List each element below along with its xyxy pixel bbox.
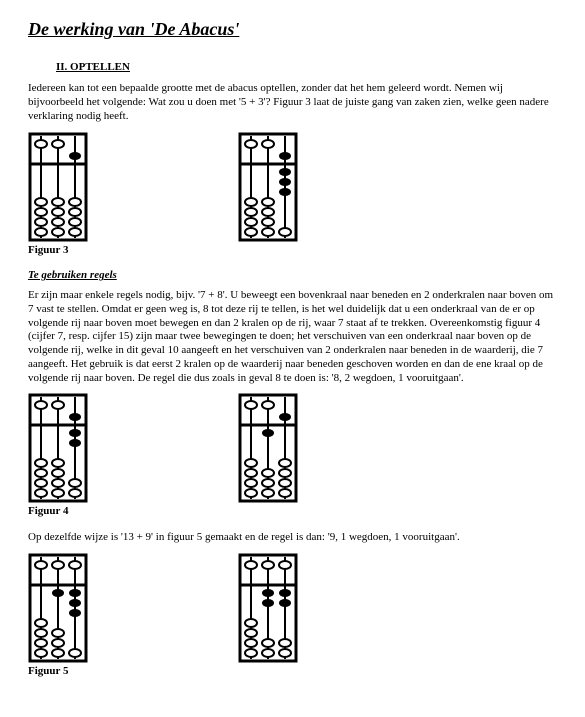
paragraph-intro: Iedereen kan tot een bepaalde grootte me… [28,82,557,123]
subsection-heading-regels: Te gebruiken regels [28,269,557,283]
page-title: De werking van 'De Abacus' [28,18,557,41]
figure-3-caption: Figuur 3 [28,244,557,258]
figure-4-row [28,393,557,503]
paragraph-rules: Er zijn maar enkele regels nodig, bijv. … [28,289,557,385]
abacus-fig5-left [28,553,88,663]
section-heading-optellen: II. OPTELLEN [56,61,557,75]
abacus-fig4-right [238,393,298,503]
figure-3-row [28,132,557,242]
paragraph-example2: Op dezelfde wijze is '13 + 9' in figuur … [28,531,557,545]
abacus-fig3-left [28,132,88,242]
abacus-fig3-right [238,132,298,242]
abacus-fig4-left [28,393,88,503]
abacus-fig5-right [238,553,298,663]
figure-4-caption: Figuur 4 [28,505,557,519]
figure-5-row [28,553,557,663]
figure-5-caption: Figuur 5 [28,665,557,679]
